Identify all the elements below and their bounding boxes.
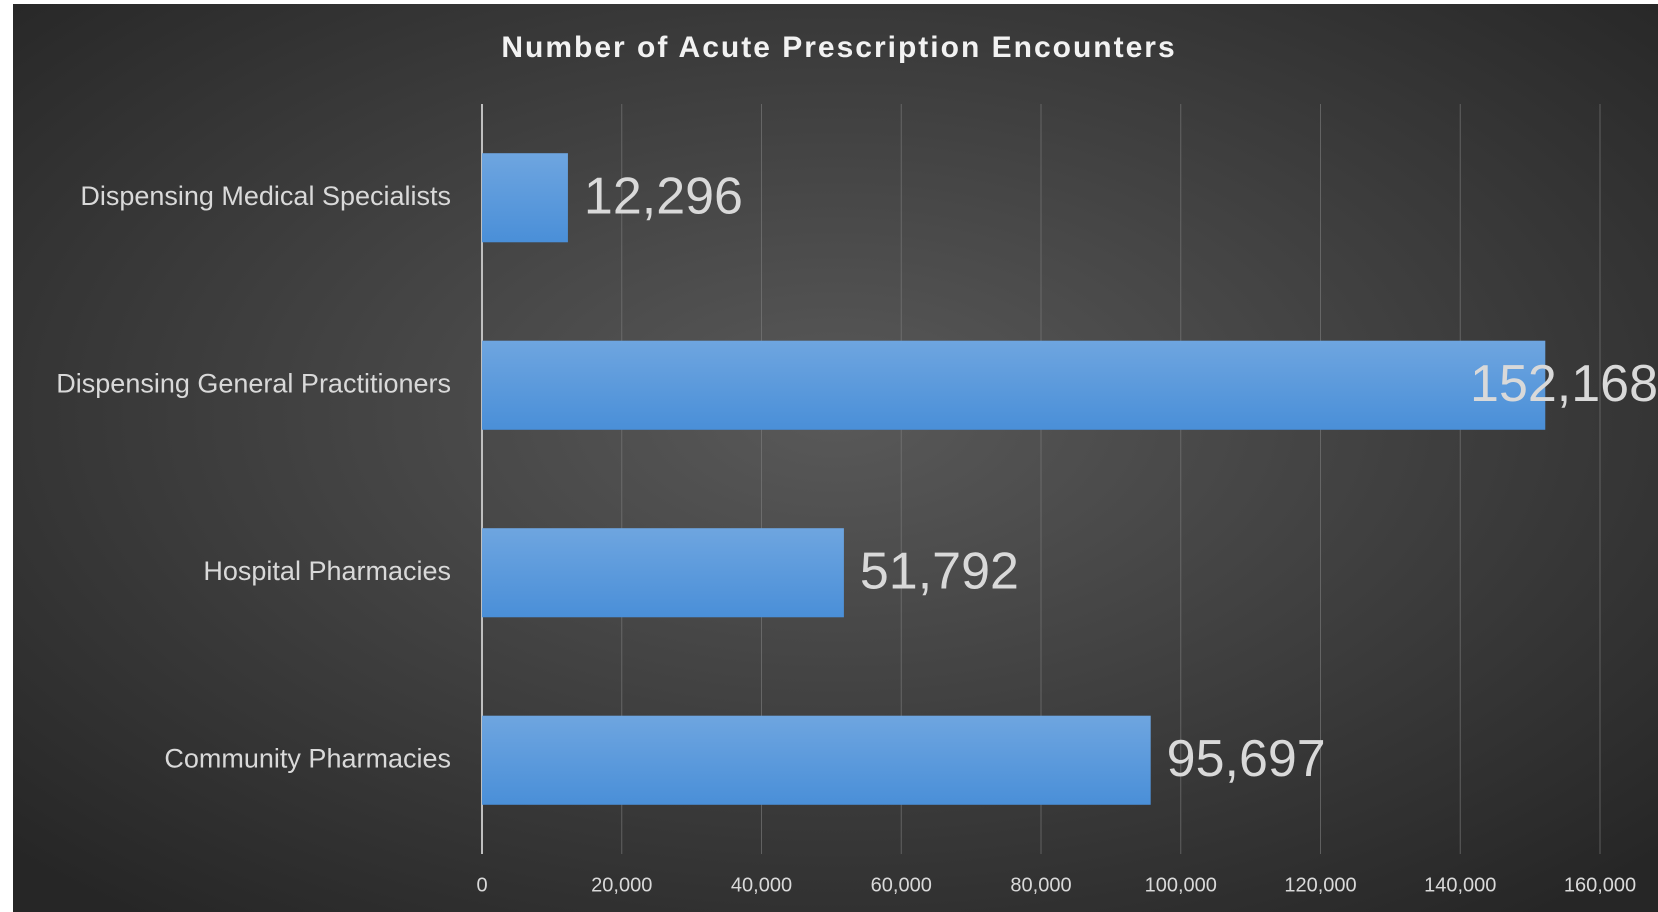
x-tick-label: 140,000: [1424, 874, 1496, 896]
bar: [482, 153, 568, 243]
y-tick-label: Dispensing Medical Specialists: [80, 181, 451, 211]
x-tick-label: 40,000: [731, 874, 792, 896]
x-tick-label: 80,000: [1010, 874, 1071, 896]
data-label: 12,296: [584, 167, 743, 225]
chart-title: Number of Acute Prescription Encounters: [501, 31, 1176, 64]
bar: [482, 528, 844, 618]
data-label: 51,792: [860, 542, 1019, 600]
x-tick-label: 20,000: [591, 874, 652, 896]
y-tick-label: Community Pharmacies: [164, 743, 451, 773]
x-tick-label: 60,000: [871, 874, 932, 896]
y-tick-label: Dispensing General Practitioners: [56, 368, 451, 398]
bar: [482, 715, 1151, 805]
data-label: 95,697: [1167, 730, 1326, 788]
x-tick-label: 120,000: [1284, 874, 1356, 896]
y-tick-label: Hospital Pharmacies: [203, 556, 451, 586]
x-tick-label: 0: [476, 874, 487, 896]
x-tick-label: 160,000: [1564, 874, 1636, 896]
bar: [482, 340, 1546, 430]
x-tick-label: 100,000: [1145, 874, 1217, 896]
data-label: 152,168: [1470, 355, 1658, 413]
